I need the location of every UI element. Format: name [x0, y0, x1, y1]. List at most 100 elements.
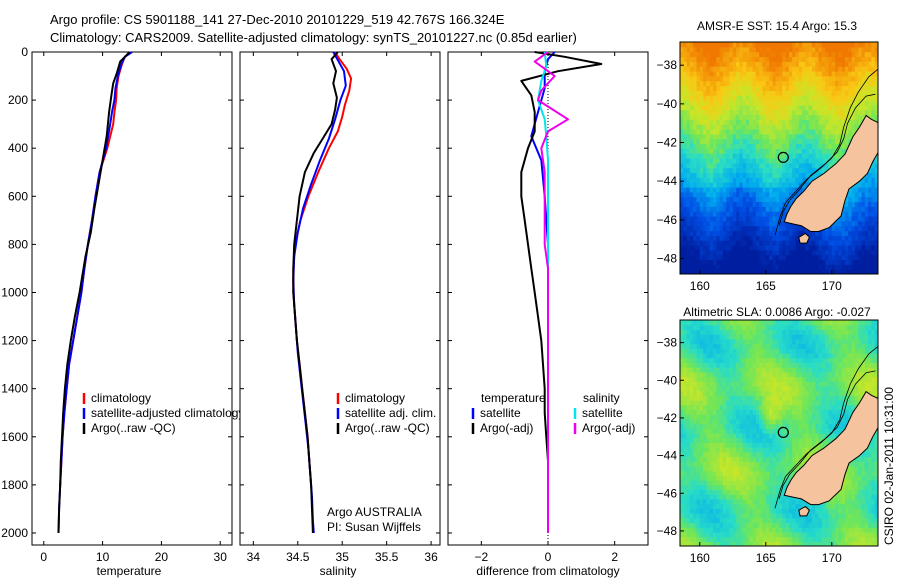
map-cell — [775, 522, 780, 528]
map-cell — [732, 494, 737, 500]
map-cell — [719, 371, 724, 378]
map-cell — [693, 475, 698, 481]
map-cell — [749, 95, 754, 101]
difference-legend: temperaturesatelliteArgo(-adj)salinitysa… — [471, 391, 635, 435]
map-cell — [722, 371, 727, 378]
map-cell — [739, 254, 744, 261]
map-cell — [795, 129, 800, 135]
map-cell — [802, 167, 806, 174]
map-cell — [683, 254, 688, 261]
map-cell — [775, 404, 780, 411]
map-cell — [795, 423, 800, 429]
map-cell — [775, 423, 780, 429]
map-cell — [703, 353, 707, 359]
map-cell — [683, 348, 688, 354]
map-cell — [808, 259, 813, 265]
map-cell — [825, 158, 830, 164]
map-cell — [854, 211, 859, 217]
map-cell — [716, 51, 721, 58]
map-cell — [779, 75, 783, 82]
map-cell — [742, 148, 747, 154]
map-cell — [802, 353, 806, 359]
map-cell — [689, 133, 694, 140]
map-cell — [732, 80, 737, 87]
map-cell — [722, 187, 727, 193]
map-cell — [732, 343, 737, 349]
map-cell — [739, 95, 744, 101]
map-cell — [769, 433, 773, 439]
map-cell — [772, 119, 777, 125]
map-cell — [762, 498, 767, 505]
map-cell — [696, 508, 701, 514]
map-cell — [788, 461, 793, 467]
map-cell — [736, 423, 740, 429]
map-cell — [746, 95, 750, 101]
map-cell — [709, 531, 714, 538]
map-cell — [792, 66, 797, 72]
map-cell — [798, 461, 803, 467]
x-tick-label: 2 — [611, 550, 618, 564]
map-cell — [775, 508, 780, 514]
map-cell — [693, 320, 698, 326]
map-cell — [726, 90, 731, 96]
map-cell — [831, 104, 836, 111]
map-cell — [699, 71, 704, 77]
map-cell — [779, 191, 783, 198]
map-cell — [831, 80, 836, 87]
map-cell — [680, 423, 684, 429]
map-cell — [772, 437, 777, 443]
map-cell — [772, 428, 777, 434]
map-cell — [835, 129, 839, 135]
map-cell — [769, 235, 773, 241]
map-cell — [729, 249, 734, 256]
map-cell — [709, 494, 714, 500]
map-cell — [848, 42, 853, 48]
map-cell — [722, 95, 727, 101]
map-cell — [736, 90, 740, 96]
map-cell — [703, 254, 707, 261]
map-cell — [765, 230, 770, 236]
map-cell — [798, 172, 803, 178]
map-cell — [775, 400, 780, 406]
map-cell — [792, 264, 797, 270]
map-cell — [795, 162, 800, 169]
map-cell — [746, 320, 750, 326]
map-cell — [779, 220, 783, 227]
map-cell — [759, 385, 764, 392]
map-cell — [749, 376, 754, 382]
map-cell — [808, 409, 813, 415]
map-cell — [709, 177, 714, 183]
map-cell — [861, 104, 866, 111]
map-cell — [838, 245, 843, 251]
map-cell — [716, 191, 721, 198]
map-cell — [696, 503, 701, 509]
map-cell — [854, 100, 859, 106]
map-cell — [838, 51, 843, 58]
map-cell — [755, 461, 760, 467]
map-cell — [719, 216, 724, 222]
map-cell — [752, 527, 757, 533]
map-cell — [736, 85, 740, 91]
map-cell — [835, 119, 839, 125]
map-cell — [713, 254, 717, 261]
map-cell — [765, 240, 770, 246]
map-cell — [831, 61, 836, 67]
map-cell — [782, 489, 787, 495]
map-cell — [709, 61, 714, 67]
map-cell — [709, 133, 714, 140]
map-cell — [722, 61, 727, 67]
map-cell — [716, 371, 721, 378]
map-cell — [749, 517, 754, 524]
map-cell — [709, 75, 714, 82]
map-cell — [752, 187, 757, 193]
map-cell — [696, 153, 701, 159]
map-cell — [699, 522, 704, 528]
map-cell — [772, 362, 777, 368]
map-cell — [729, 235, 734, 241]
map-cell — [785, 531, 790, 538]
map-cell — [792, 423, 797, 429]
sst-map-frame — [679, 41, 879, 275]
map-cell — [802, 517, 806, 524]
map-cell — [759, 390, 764, 396]
map-cell — [868, 225, 872, 232]
